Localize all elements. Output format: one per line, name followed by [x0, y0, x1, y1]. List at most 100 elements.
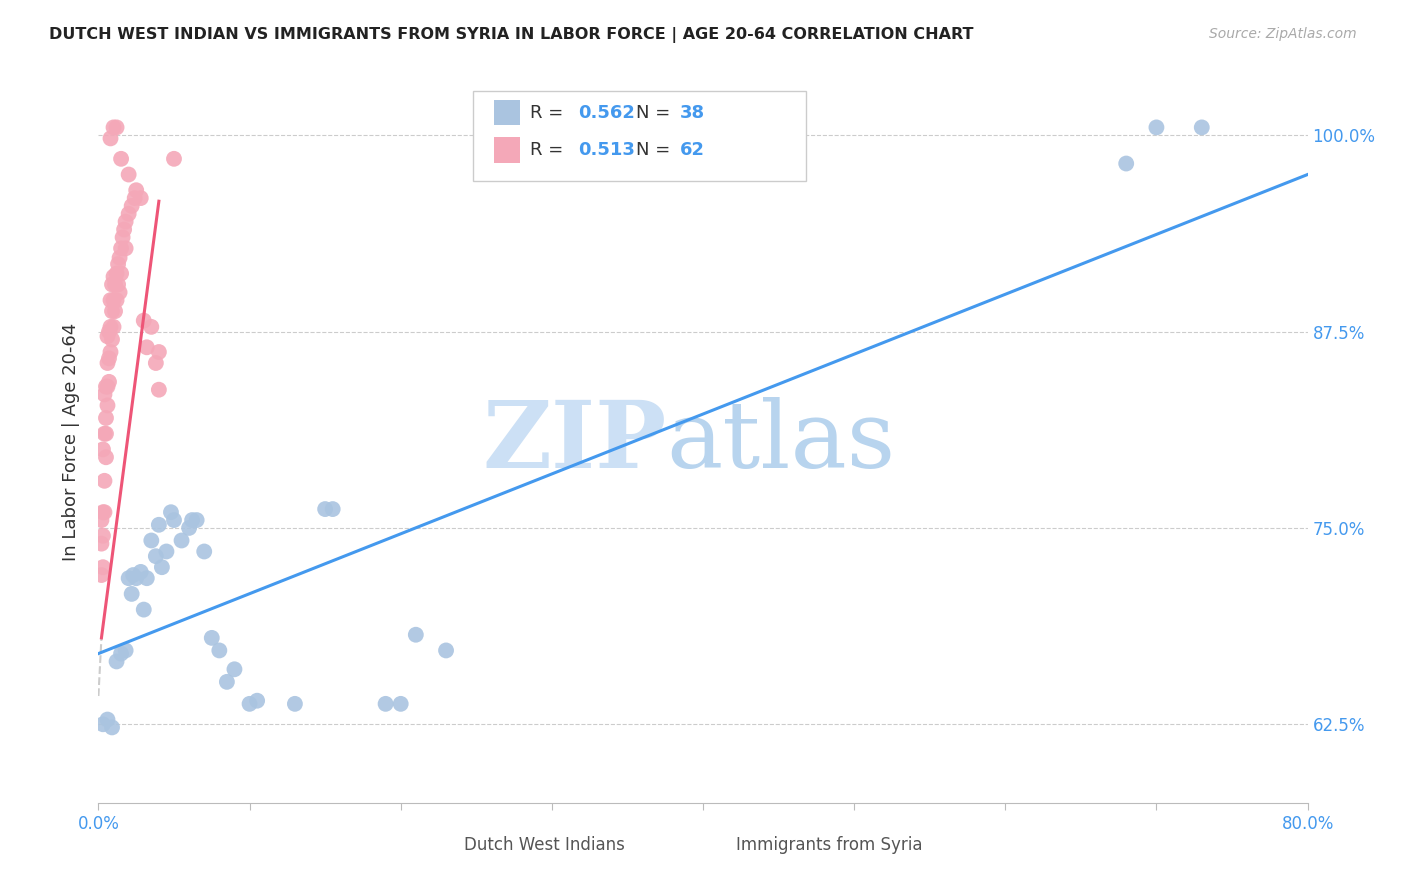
Point — [145, 356, 167, 370]
Text: Source: ZipAtlas.com: Source: ZipAtlas.com — [1209, 27, 1357, 41]
Point — [110, 267, 132, 281]
Point — [105, 293, 128, 308]
Text: ZIP: ZIP — [482, 397, 666, 486]
Text: 0.513: 0.513 — [578, 141, 636, 160]
Point — [170, 533, 193, 548]
Point — [96, 329, 118, 343]
FancyBboxPatch shape — [494, 100, 520, 125]
Point — [114, 214, 136, 228]
Point — [93, 505, 115, 519]
Point — [96, 713, 118, 727]
Point — [93, 426, 115, 441]
Point — [434, 643, 457, 657]
Point — [132, 602, 155, 616]
Point — [91, 529, 114, 543]
Point — [135, 571, 157, 585]
Point — [118, 168, 141, 182]
Point — [112, 222, 135, 236]
Point — [132, 313, 155, 327]
Point — [91, 505, 114, 519]
Point — [201, 631, 224, 645]
Point — [108, 285, 131, 300]
Point — [100, 131, 122, 145]
Point — [114, 643, 136, 657]
Point — [103, 120, 125, 135]
Point — [148, 345, 170, 359]
Point — [98, 351, 121, 366]
Point — [389, 697, 412, 711]
Point — [105, 120, 128, 135]
Point — [145, 549, 167, 564]
Point — [314, 502, 336, 516]
Point — [121, 199, 143, 213]
Point — [90, 568, 112, 582]
Point — [101, 333, 124, 347]
FancyBboxPatch shape — [425, 831, 456, 857]
Point — [239, 697, 262, 711]
Point — [104, 277, 127, 292]
Point — [104, 304, 127, 318]
Point — [160, 505, 183, 519]
Point — [141, 319, 163, 334]
Text: N =: N = — [637, 141, 676, 160]
Text: N =: N = — [637, 103, 676, 122]
Point — [215, 674, 238, 689]
Point — [100, 293, 122, 308]
Point — [186, 513, 208, 527]
Point — [129, 191, 152, 205]
Text: DUTCH WEST INDIAN VS IMMIGRANTS FROM SYRIA IN LABOR FORCE | AGE 20-64 CORRELATIO: DUTCH WEST INDIAN VS IMMIGRANTS FROM SYR… — [49, 27, 974, 43]
Point — [103, 293, 125, 308]
Text: 0.562: 0.562 — [578, 103, 636, 122]
Point — [322, 502, 344, 516]
Point — [100, 345, 122, 359]
Point — [110, 241, 132, 255]
Point — [179, 521, 201, 535]
Point — [96, 356, 118, 370]
Point — [125, 183, 148, 197]
Text: Immigrants from Syria: Immigrants from Syria — [735, 836, 922, 854]
Point — [125, 571, 148, 585]
Point — [91, 717, 114, 731]
Point — [118, 571, 141, 585]
FancyBboxPatch shape — [697, 831, 727, 857]
Point — [148, 383, 170, 397]
Point — [163, 513, 186, 527]
Point — [91, 560, 114, 574]
Point — [105, 267, 128, 281]
Point — [141, 533, 163, 548]
Point — [135, 340, 157, 354]
Point — [93, 387, 115, 401]
Point — [1144, 120, 1167, 135]
Point — [110, 647, 132, 661]
Point — [150, 560, 173, 574]
Point — [94, 426, 117, 441]
Point — [107, 277, 129, 292]
Point — [110, 152, 132, 166]
Point — [101, 277, 124, 292]
Point — [114, 241, 136, 255]
Point — [101, 304, 124, 318]
FancyBboxPatch shape — [494, 137, 520, 162]
Point — [93, 474, 115, 488]
Point — [374, 697, 396, 711]
Text: atlas: atlas — [666, 397, 896, 486]
Point — [193, 544, 215, 558]
Point — [124, 191, 146, 205]
Point — [98, 375, 121, 389]
Point — [155, 544, 177, 558]
Point — [98, 325, 121, 339]
Point — [94, 411, 117, 425]
Point — [101, 720, 124, 734]
Point — [107, 257, 129, 271]
Point — [148, 517, 170, 532]
Point — [129, 565, 152, 579]
Point — [121, 587, 143, 601]
Point — [105, 655, 128, 669]
Text: Dutch West Indians: Dutch West Indians — [464, 836, 624, 854]
Point — [108, 251, 131, 265]
Point — [122, 568, 145, 582]
Text: R =: R = — [530, 141, 569, 160]
Point — [96, 379, 118, 393]
Point — [405, 628, 427, 642]
Point — [1115, 156, 1137, 170]
